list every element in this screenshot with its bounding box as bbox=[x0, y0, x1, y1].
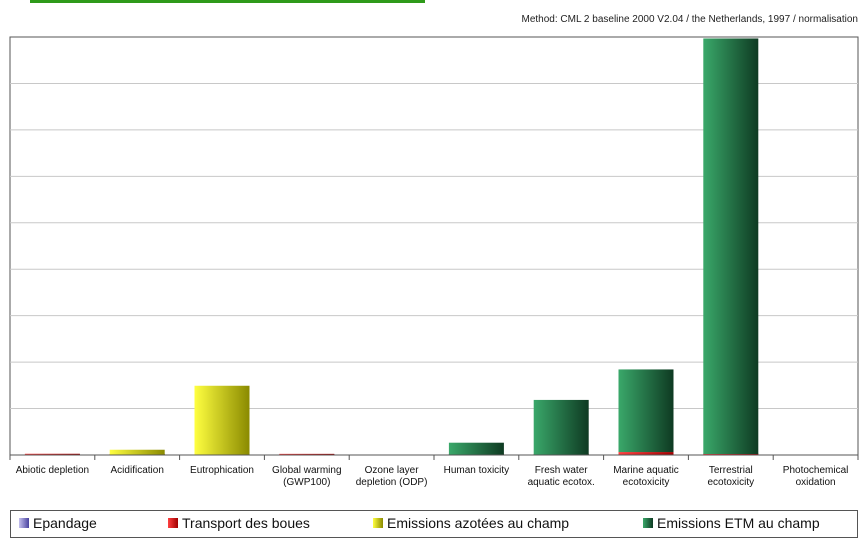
bar-transport-des-boues-0 bbox=[24, 453, 80, 455]
x-tick-label: Abiotic depletion bbox=[16, 465, 89, 476]
x-tick-label: Ozone layer depletion (ODP) bbox=[356, 465, 428, 488]
legend-label: Epandage bbox=[33, 515, 97, 531]
bar-emissions-azot-es-au-champ-1 bbox=[109, 449, 165, 455]
x-tick-label: Photochemical oxidation bbox=[783, 465, 849, 488]
bar-emissions-etm-au-champ-6 bbox=[533, 399, 589, 455]
legend-swatch-transport bbox=[168, 518, 178, 528]
bar-emissions-etm-au-champ-8 bbox=[703, 38, 759, 455]
legend-label: Transport des boues bbox=[182, 515, 310, 531]
legend: Epandage Transport des boues Emissions a… bbox=[10, 510, 858, 538]
legend-item-epandage: Epandage bbox=[19, 515, 97, 531]
bar-chart: Abiotic depletion Acidification Eutrophica… bbox=[9, 36, 859, 488]
bar-transport-des-boues-7 bbox=[618, 452, 674, 455]
bar-transport-des-boues-3 bbox=[279, 453, 335, 455]
legend-item-etm: Emissions ETM au champ bbox=[643, 515, 820, 531]
legend-label: Emissions azotées au champ bbox=[387, 515, 570, 531]
legend-swatch-etm bbox=[643, 518, 653, 528]
bar-emissions-etm-au-champ-5 bbox=[448, 442, 504, 455]
x-tick-label: Marine aquatic ecotoxicity bbox=[613, 465, 679, 488]
x-tick-label: Eutrophication bbox=[190, 465, 254, 476]
x-tick-labels: Abiotic depletion Acidification Eutrophica… bbox=[16, 465, 849, 488]
x-tick-label: Human toxicity bbox=[444, 465, 510, 476]
x-tick-label: Global warming (GWP100) bbox=[272, 465, 341, 488]
legend-item-transport: Transport des boues bbox=[168, 515, 310, 531]
legend-swatch-epandage bbox=[19, 518, 29, 528]
legend-item-azotees: Emissions azotées au champ bbox=[373, 515, 569, 531]
accent-rule bbox=[30, 0, 425, 3]
bar-emissions-etm-au-champ-7 bbox=[618, 369, 674, 453]
method-caption: Method: CML 2 baseline 2000 V2.04 / the … bbox=[521, 14, 858, 25]
bar-emissions-azot-es-au-champ-2 bbox=[194, 385, 250, 455]
x-ticks bbox=[9, 455, 859, 460]
legend-label: Emissions ETM au champ bbox=[657, 515, 820, 531]
bars bbox=[24, 38, 759, 455]
x-tick-label: Terrestrial ecotoxicity bbox=[707, 465, 754, 488]
x-tick-label: Acidification bbox=[111, 465, 164, 476]
x-tick-label: Fresh water aquatic ecotox. bbox=[528, 465, 595, 488]
legend-swatch-azotees bbox=[373, 518, 383, 528]
